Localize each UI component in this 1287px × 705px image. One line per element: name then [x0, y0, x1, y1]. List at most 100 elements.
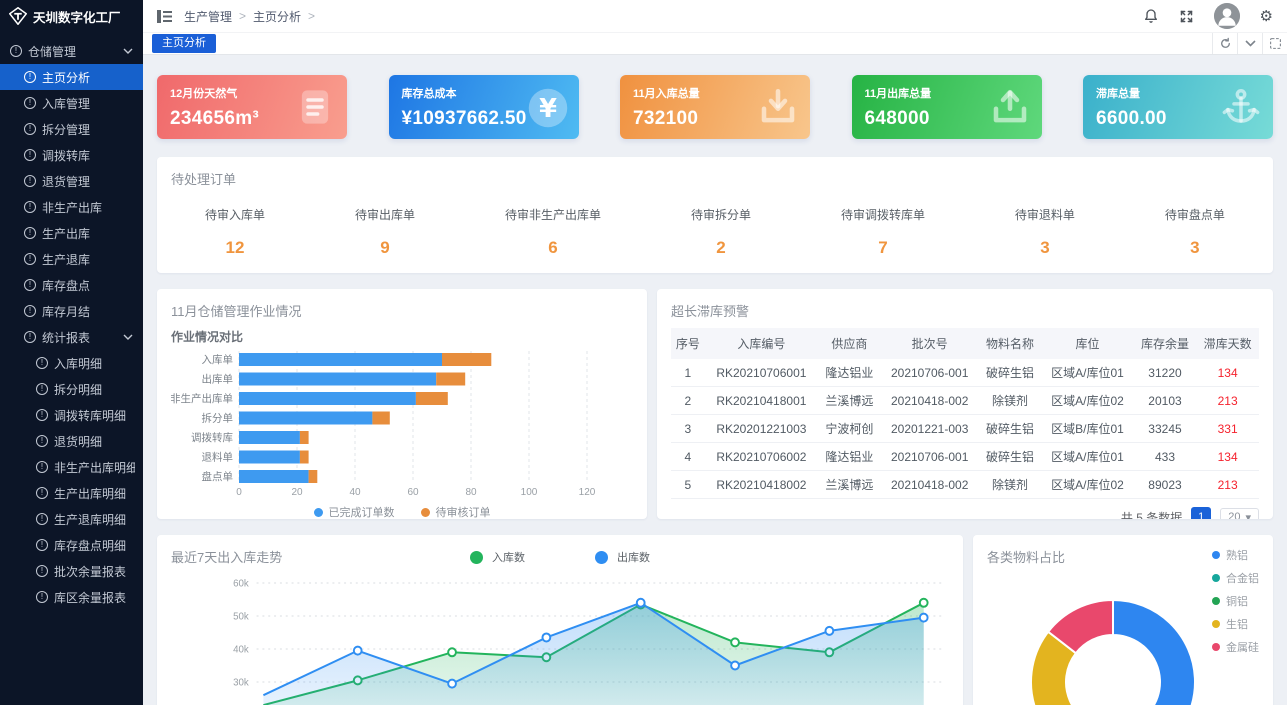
tab-home-analysis[interactable]: 主页分析	[152, 33, 216, 54]
pending-order-count[interactable]: 7	[878, 238, 888, 257]
stat-card[interactable]: 11月出库总量 648000	[851, 75, 1042, 139]
sidebar-item[interactable]: ! 库存月结	[0, 298, 143, 324]
bell-icon[interactable]	[1143, 8, 1159, 24]
data-point-marker[interactable]	[352, 645, 363, 656]
sidebar-item[interactable]: ! 主页分析	[0, 64, 143, 90]
bar-pending[interactable]	[436, 372, 466, 386]
sidebar-item[interactable]: ! 批次余量报表	[0, 558, 143, 584]
data-point-marker[interactable]	[824, 625, 835, 636]
sidebar-item[interactable]: ! 调拨转库明细	[0, 402, 143, 428]
bar-pending[interactable]	[372, 411, 390, 425]
bar-completed[interactable]	[239, 431, 300, 444]
pie-slice[interactable]	[1112, 598, 1196, 705]
fullscreen-icon[interactable]	[1179, 9, 1194, 24]
data-point-marker[interactable]	[730, 660, 740, 671]
legend-item[interactable]: 熟铝	[1212, 547, 1259, 563]
sidebar-item[interactable]: ! 拆分管理	[0, 116, 143, 142]
gear-icon[interactable]: ⚙	[1259, 8, 1273, 25]
data-point-marker[interactable]	[447, 678, 457, 689]
sidebar-item[interactable]: ! 拆分明细	[0, 376, 143, 402]
sidebar-item[interactable]: ! 退货明细	[0, 428, 143, 454]
legend-item[interactable]: 铜铝	[1212, 593, 1259, 609]
pending-order-count[interactable]: 3	[1190, 238, 1200, 257]
sidebar-item[interactable]: ! 库存盘点	[0, 272, 143, 298]
bar-completed[interactable]	[239, 372, 437, 386]
sidebar-item-label: 非生产出库明细	[54, 460, 135, 475]
bar-completed[interactable]	[239, 411, 373, 425]
sidebar-item[interactable]: ! 生产出库明细	[0, 480, 143, 506]
sidebar-item[interactable]: ! 非生产出库明细	[0, 454, 143, 480]
bar-pending[interactable]	[299, 431, 309, 444]
legend-item[interactable]: 入库数	[470, 547, 525, 567]
bar-completed[interactable]	[239, 470, 309, 483]
table-row[interactable]: 4 RK20210706002 隆达铝业 20210706-001 破碎生铝 区域A/库位…	[671, 442, 1259, 471]
legend-item[interactable]: 待审核订单	[420, 504, 491, 519]
stat-card[interactable]: 滞库总量 6600.00	[1083, 75, 1273, 139]
legend-item[interactable]: 已完成订单数	[313, 504, 395, 519]
sidebar-item[interactable]: ! 生产出库	[0, 220, 143, 246]
bar-pending[interactable]	[299, 450, 309, 464]
pending-order-count[interactable]: 3	[1040, 238, 1050, 257]
data-point-marker[interactable]	[635, 597, 646, 608]
sidebar-item-label: 退货明细	[54, 434, 103, 449]
stat-card[interactable]: 11月入库总量 732100	[620, 75, 810, 139]
data-point-marker[interactable]	[541, 632, 552, 643]
stat-card[interactable]: 12月份天然气 234656m³	[157, 75, 347, 139]
table-cell: 89023	[1133, 470, 1197, 499]
breadcrumb-item[interactable]: 主页分析	[253, 9, 302, 24]
table-row[interactable]: 1 RK20210706001 隆达铝业 20210706-001 破碎生铝 区域A/库位…	[671, 359, 1259, 387]
data-point-marker[interactable]	[730, 637, 740, 648]
bar-completed[interactable]	[239, 353, 442, 366]
sidebar-group[interactable]: ! 统计报表	[0, 324, 143, 350]
bar-pending[interactable]	[308, 470, 318, 483]
pending-order-count[interactable]: 12	[225, 238, 245, 257]
bar-pending[interactable]	[442, 353, 492, 366]
sidebar-item[interactable]: ! 入库管理	[0, 90, 143, 116]
legend-item[interactable]: 生铝	[1212, 616, 1259, 632]
bar-pending[interactable]	[415, 392, 448, 405]
pie-slice[interactable]	[1030, 630, 1109, 705]
legend-item[interactable]: 出库数	[595, 547, 650, 567]
legend-item[interactable]: 金属硅	[1212, 639, 1259, 655]
sidebar-item[interactable]: ! 调拨转库	[0, 142, 143, 168]
bar-completed[interactable]	[239, 392, 416, 405]
bar-completed[interactable]	[239, 450, 300, 464]
sidebar-item[interactable]: ! 库存盘点明细	[0, 532, 143, 558]
pending-order-count[interactable]: 6	[548, 238, 558, 257]
breadcrumb: 生产管理 > 主页分析 >	[184, 8, 315, 25]
legend-item[interactable]: 合金铝	[1212, 570, 1259, 586]
collapse-sidebar-icon[interactable]	[157, 9, 172, 23]
page-number-button[interactable]: 1	[1191, 507, 1212, 519]
chevron-down-icon[interactable]	[1237, 33, 1262, 54]
data-point-marker[interactable]	[447, 647, 457, 658]
sidebar-item[interactable]: ! 非生产出库	[0, 194, 143, 220]
table-row[interactable]: 3 RK20201221003 宁波柯创 20201221-003 破碎生铝 区域B/库位…	[671, 414, 1259, 443]
data-point-marker[interactable]	[918, 612, 929, 623]
pending-order-count[interactable]: 9	[380, 238, 390, 257]
refresh-icon[interactable]	[1212, 33, 1237, 54]
sidebar-item[interactable]: ! 退货管理	[0, 168, 143, 194]
circle-exclamation-icon: !	[24, 201, 36, 213]
sidebar-item[interactable]: ! 入库明细	[0, 350, 143, 376]
sidebar-group[interactable]: ! 仓储管理	[0, 38, 143, 64]
table-row[interactable]: 5 RK20210418002 兰溪博远 20210418-002 除镁剂 区域A/库位0…	[671, 470, 1259, 499]
stat-card[interactable]: 库存总成本 ¥10937662.50 ¥	[388, 75, 579, 139]
page-size-select[interactable]: 20 ▾	[1220, 507, 1259, 519]
sidebar-item[interactable]: ! 生产退库	[0, 246, 143, 272]
avatar[interactable]	[1213, 3, 1240, 29]
breadcrumb-item[interactable]: 生产管理	[184, 9, 233, 24]
circle-exclamation-icon: !	[24, 149, 36, 161]
sidebar-item-label: 主页分析	[42, 70, 91, 85]
pending-order-item: 待审调拨转库单 7	[841, 206, 925, 258]
table-cell: RK20210418002	[704, 470, 819, 499]
data-point-marker[interactable]	[918, 597, 929, 608]
table-row[interactable]: 2 RK20210418001 兰溪博远 20210418-002 除镁剂 区域A/库位0…	[671, 386, 1259, 415]
maximize-icon[interactable]	[1262, 33, 1287, 54]
sidebar-item-label: 库存盘点明细	[54, 538, 127, 553]
sidebar-item[interactable]: ! 库区余量报表	[0, 584, 143, 610]
bar-category-label: 拆分单	[202, 412, 234, 425]
sidebar-item[interactable]: ! 生产退库明细	[0, 506, 143, 532]
app-logo: 天圳数字化工厂	[0, 0, 143, 32]
pie-slice[interactable]	[1046, 598, 1114, 655]
pending-order-count[interactable]: 2	[716, 238, 726, 257]
